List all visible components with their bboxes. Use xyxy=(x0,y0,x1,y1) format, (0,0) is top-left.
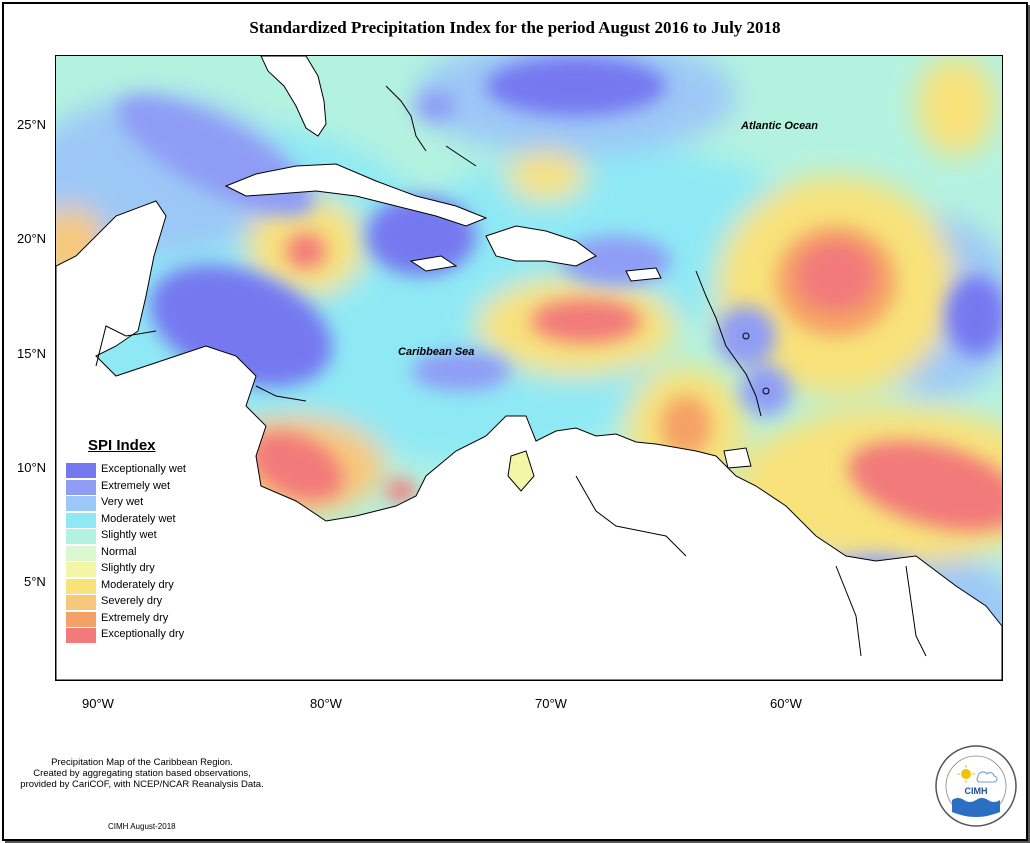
description-line-3: provided by CariCOF, with NCEP/NCAR Rean… xyxy=(20,779,264,790)
lon-label-80w: 80°W xyxy=(310,696,342,711)
lat-label-5n: 5°N xyxy=(24,574,46,589)
legend-label: Exceptionally wet xyxy=(101,463,186,475)
map-description: Precipitation Map of the Caribbean Regio… xyxy=(12,757,272,790)
legend-swatch xyxy=(66,628,96,643)
atlantic-ocean-label: Atlantic Ocean xyxy=(741,120,819,132)
legend-swatch xyxy=(66,578,96,594)
legend-label: Moderately dry xyxy=(101,578,174,591)
legend-label: Slightly wet xyxy=(101,529,157,541)
lat-label-20n: 20°N xyxy=(17,231,47,246)
legend-label: Normal xyxy=(101,545,137,558)
legend-swatch xyxy=(66,562,96,577)
legend-label: Extremely wet xyxy=(101,479,171,492)
legend-swatch xyxy=(66,595,96,610)
legend-swatch xyxy=(66,512,96,528)
lat-label-10n: 10°N xyxy=(17,460,47,475)
caribbean-sea-label: Caribbean Sea xyxy=(398,346,475,358)
legend-label: Exceptionally dry xyxy=(101,628,185,640)
legend-swatch xyxy=(66,479,96,495)
lon-label-60w: 60°W xyxy=(770,696,802,711)
logo-text: CIMH xyxy=(965,786,988,796)
legend-label: Moderately wet xyxy=(101,512,176,525)
legend-swatch xyxy=(66,545,96,561)
description-line-1: Precipitation Map of the Caribbean Regio… xyxy=(51,757,233,768)
lon-label-90w: 90°W xyxy=(82,696,114,711)
spi-map-canvas xyxy=(56,56,1002,680)
spi-map: Atlantic Ocean Caribbean Sea xyxy=(55,55,1003,681)
legend-label: Extremely dry xyxy=(101,611,169,624)
lat-label-25n: 25°N xyxy=(17,117,47,132)
legend-title: SPI Index xyxy=(88,437,156,454)
legend-label: Severely dry xyxy=(101,595,163,607)
cloud-icon xyxy=(976,771,998,783)
legend-swatch xyxy=(66,463,96,478)
lat-label-15n: 15°N xyxy=(17,346,47,361)
legend-label: Slightly dry xyxy=(101,562,155,574)
cimh-logo: CIMH xyxy=(935,745,1017,827)
description-line-2: Created by aggregating station based obs… xyxy=(33,768,251,779)
legend-swatch xyxy=(66,496,96,511)
page-title: Standardized Precipitation Index for the… xyxy=(249,18,781,37)
legend-swatch xyxy=(66,611,96,627)
lon-label-70w: 70°W xyxy=(535,696,567,711)
wave-icon xyxy=(952,798,1000,817)
credit-text: CIMH August-2018 xyxy=(108,822,176,831)
legend-label: Very wet xyxy=(101,496,144,508)
sun-icon xyxy=(961,769,971,779)
legend-swatch xyxy=(66,529,96,544)
